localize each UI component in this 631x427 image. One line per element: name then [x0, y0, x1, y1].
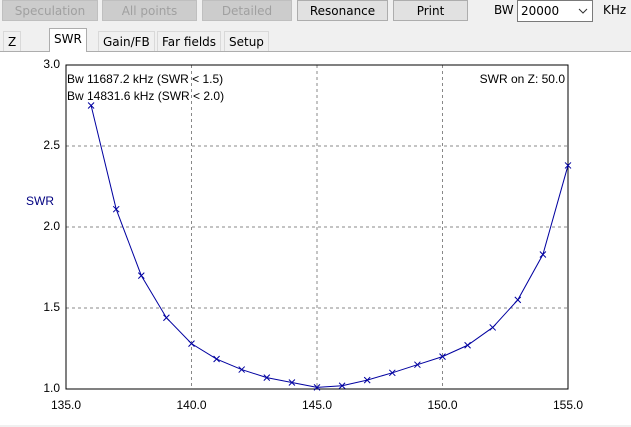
dropdown-arrow: [578, 8, 588, 14]
point-marker: [288, 379, 296, 386]
y-axis-label: SWR: [26, 194, 54, 208]
point-marker: [464, 341, 471, 349]
point-marker: [489, 324, 497, 331]
annotation: SWR on Z: 50.0: [480, 72, 566, 86]
x-tick-label: 140.0: [176, 398, 206, 412]
point-marker: [188, 340, 195, 347]
chart-panel: SWR Bw 11687.2 kHz (SWR < 1.5) Bw 14831.…: [0, 51, 631, 425]
plot-frame: [65, 64, 569, 390]
point-marker: [539, 251, 547, 258]
swr-curve: [90, 105, 569, 388]
y-tick-label: 2.5: [43, 138, 60, 152]
point-marker: [238, 366, 246, 373]
point-marker: [137, 272, 145, 279]
point-marker: [388, 369, 396, 377]
chart: SWR Bw 11687.2 kHz (SWR < 1.5) Bw 14831.…: [26, 57, 583, 412]
tab[interactable]: SWR: [49, 28, 87, 52]
x-tick-label: 150.0: [427, 398, 457, 412]
x-tick-label: 135.0: [51, 398, 81, 412]
annotation: Bw 14831.6 kHz (SWR < 2.0): [67, 89, 224, 103]
point-marker: [163, 314, 170, 322]
button[interactable]: Speculation: [2, 0, 98, 21]
y-tick-label: 1.5: [43, 300, 60, 314]
button[interactable]: Detailed: [202, 0, 292, 21]
point-marker: [564, 162, 572, 169]
y-tick-label: 3.0: [43, 57, 60, 71]
tab[interactable]: Far fields: [157, 31, 222, 51]
point-marker: [112, 205, 120, 213]
point-marker: [363, 376, 371, 384]
tab[interactable]: Setup: [224, 31, 269, 51]
bw-select[interactable]: 20000: [517, 0, 593, 22]
point-marker: [263, 374, 271, 382]
button[interactable]: Resonance: [297, 0, 388, 21]
point-marker: [514, 296, 522, 304]
bw-unit: KHz: [603, 3, 627, 17]
point-marker: [338, 382, 346, 390]
annotation: Bw 11687.2 kHz (SWR < 1.5): [67, 72, 223, 86]
tab[interactable]: Z: [3, 31, 22, 51]
button[interactable]: Print: [393, 0, 468, 21]
point-marker: [414, 361, 421, 369]
point-marker: [213, 355, 220, 363]
button[interactable]: All points: [102, 0, 197, 21]
x-tick-label: 155.0: [553, 398, 583, 412]
tab[interactable]: Gain/FB: [98, 31, 155, 51]
y-tick-label: 1.0: [43, 381, 60, 395]
bw-value: 20000: [521, 4, 560, 18]
x-tick-label: 145.0: [302, 398, 332, 412]
bw-label: BW: [494, 3, 514, 17]
point-marker: [439, 353, 446, 360]
point-marker: [87, 102, 95, 109]
point-marker: [313, 384, 321, 391]
y-tick-label: 2.0: [43, 219, 60, 233]
